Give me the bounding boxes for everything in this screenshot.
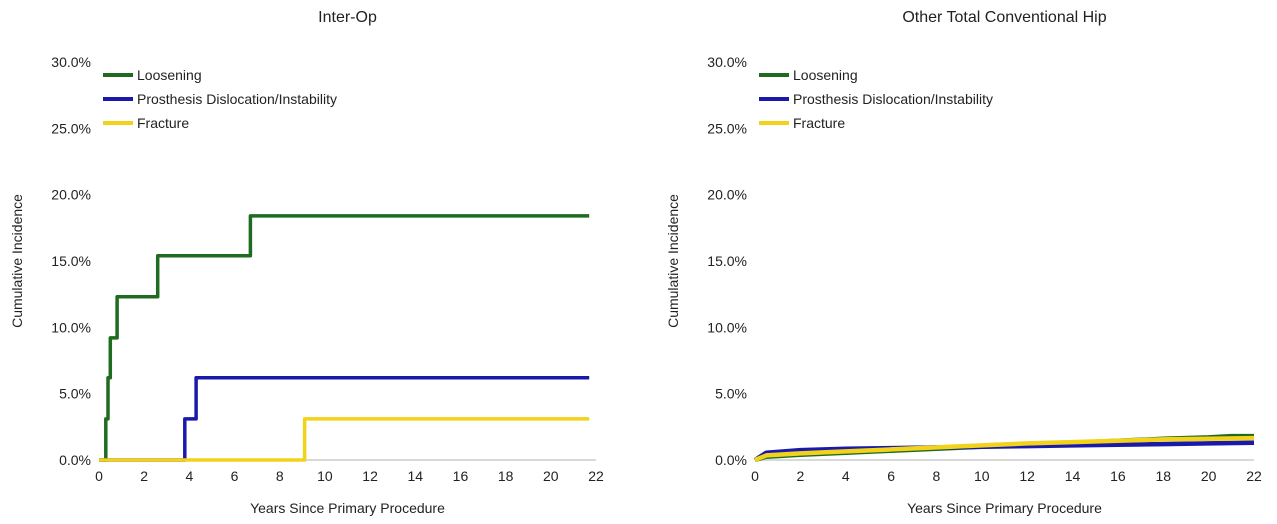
x-tick-label: 20 bbox=[1201, 468, 1217, 484]
y-tick-label: 5.0% bbox=[715, 386, 747, 402]
x-tick-label: 22 bbox=[588, 468, 604, 484]
x-axis-label: Years Since Primary Procedure bbox=[907, 500, 1102, 516]
x-tick-label: 18 bbox=[498, 468, 514, 484]
x-tick-label: 22 bbox=[1246, 468, 1262, 484]
chart-title: Other Total Conventional Hip bbox=[902, 9, 1106, 26]
series-line-3 bbox=[754, 435, 1255, 463]
x-tick-label: 16 bbox=[453, 468, 469, 484]
series-line-1 bbox=[99, 214, 590, 462]
legend-label-2: Prosthesis Dislocation/Instability bbox=[793, 91, 993, 107]
x-tick-label: 2 bbox=[796, 468, 804, 484]
y-tick-label: 20.0% bbox=[707, 187, 747, 203]
legend-label-3: Fracture bbox=[793, 115, 845, 131]
y-tick-label: 10.0% bbox=[51, 319, 91, 335]
legend-label-1: Loosening bbox=[137, 67, 202, 83]
x-tick-label: 4 bbox=[185, 468, 193, 484]
x-tick-label: 12 bbox=[1019, 468, 1035, 484]
y-tick-label: 0.0% bbox=[59, 452, 91, 468]
y-tick-label: 10.0% bbox=[707, 319, 747, 335]
x-tick-label: 6 bbox=[231, 468, 239, 484]
x-axis-label: Years Since Primary Procedure bbox=[250, 500, 445, 516]
y-axis-label: Cumulative Incidence bbox=[9, 194, 25, 328]
y-axis-label: Cumulative Incidence bbox=[665, 194, 681, 328]
legend-label-1: Loosening bbox=[793, 67, 858, 83]
y-tick-label: 15.0% bbox=[707, 253, 747, 269]
y-tick-label: 5.0% bbox=[59, 386, 91, 402]
y-tick-label: 30.0% bbox=[51, 54, 91, 70]
x-tick-label: 18 bbox=[1155, 468, 1171, 484]
x-tick-label: 14 bbox=[1065, 468, 1081, 484]
y-tick-label: 0.0% bbox=[715, 452, 747, 468]
series-line-3 bbox=[99, 417, 590, 462]
y-tick-label: 25.0% bbox=[51, 120, 91, 136]
y-tick-label: 15.0% bbox=[51, 253, 91, 269]
y-tick-label: 25.0% bbox=[707, 120, 747, 136]
x-tick-label: 0 bbox=[95, 468, 103, 484]
x-tick-label: 10 bbox=[317, 468, 333, 484]
x-tick-label: 4 bbox=[842, 468, 850, 484]
x-tick-label: 10 bbox=[974, 468, 990, 484]
x-tick-label: 14 bbox=[407, 468, 423, 484]
x-tick-label: 16 bbox=[1110, 468, 1126, 484]
x-tick-label: 20 bbox=[543, 468, 559, 484]
x-tick-label: 6 bbox=[887, 468, 895, 484]
y-tick-label: 20.0% bbox=[51, 187, 91, 203]
y-tick-label: 30.0% bbox=[707, 54, 747, 70]
x-tick-label: 8 bbox=[276, 468, 284, 484]
x-tick-label: 12 bbox=[362, 468, 378, 484]
legend-label-3: Fracture bbox=[137, 115, 189, 131]
x-tick-label: 0 bbox=[751, 468, 759, 484]
legend-label-2: Prosthesis Dislocation/Instability bbox=[137, 91, 337, 107]
chart-title: Inter-Op bbox=[318, 9, 377, 26]
x-tick-label: 2 bbox=[140, 468, 148, 484]
x-tick-label: 8 bbox=[933, 468, 941, 484]
